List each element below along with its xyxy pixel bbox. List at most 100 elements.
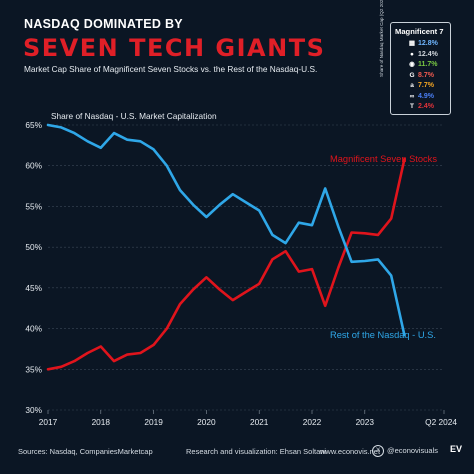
x-handle[interactable]: X @econovisuals bbox=[372, 445, 438, 457]
data-point bbox=[284, 250, 287, 253]
data-point bbox=[284, 242, 287, 244]
econovis-logo: EV bbox=[450, 444, 463, 454]
data-point bbox=[403, 158, 406, 161]
y-tick-label: 65% bbox=[25, 120, 42, 130]
data-point bbox=[377, 234, 379, 236]
legend-value: 12.8% bbox=[418, 40, 438, 47]
data-point bbox=[179, 189, 181, 192]
data-point bbox=[363, 260, 366, 262]
data-point bbox=[47, 368, 49, 371]
data-point bbox=[205, 276, 208, 279]
data-point bbox=[126, 138, 129, 141]
data-point bbox=[403, 334, 406, 336]
data-point bbox=[311, 224, 313, 227]
chart-title: SEVEN TECH GIANTS bbox=[23, 34, 326, 62]
x-tick-label: 2017 bbox=[39, 417, 58, 427]
y-tick-label: 30% bbox=[25, 405, 42, 415]
data-point bbox=[231, 299, 234, 301]
x-tick-label: 2020 bbox=[197, 417, 216, 427]
data-point bbox=[126, 353, 129, 356]
data-point bbox=[99, 345, 102, 348]
x-tick-label: Q2 2024 bbox=[425, 417, 457, 427]
nvidia-icon: ◉ bbox=[409, 61, 415, 68]
legend-row-google: G 8.7% bbox=[408, 71, 450, 80]
sources-note: Sources: Nasdaq, CompaniesMarketcap bbox=[18, 447, 153, 456]
x-logo-icon: X bbox=[372, 445, 384, 457]
data-point bbox=[139, 140, 142, 143]
data-point bbox=[86, 140, 89, 143]
data-point bbox=[152, 343, 155, 346]
data-point bbox=[350, 231, 353, 234]
data-point bbox=[231, 193, 234, 196]
legend-value: 8.7% bbox=[418, 71, 434, 79]
data-point bbox=[324, 187, 327, 190]
data-point bbox=[139, 352, 142, 354]
data-point bbox=[258, 282, 261, 285]
series-line-magnificent-seven bbox=[46, 157, 406, 371]
data-point bbox=[179, 303, 181, 306]
data-point bbox=[47, 124, 49, 126]
chart-subtitle: Market Cap Share of Magnificent Seven St… bbox=[24, 64, 318, 74]
data-point bbox=[377, 258, 379, 261]
x-tick-label: 2019 bbox=[144, 417, 163, 427]
microsoft-icon: ▦ bbox=[408, 40, 416, 47]
x-tick-label: 2023 bbox=[356, 417, 375, 427]
legend-row-microsoft: ▦ 12.8% bbox=[408, 39, 450, 48]
data-point bbox=[337, 266, 340, 269]
data-point bbox=[245, 291, 247, 293]
legend-row-meta: ∞ 4.9% bbox=[408, 92, 450, 101]
legend-value: 2.4% bbox=[418, 103, 434, 110]
annotation-magnificent-seven: Magnificent Seven Stocks bbox=[330, 154, 437, 164]
legend-box-title: Magnificent 7 bbox=[395, 27, 444, 36]
legend-value: 11.7% bbox=[418, 61, 438, 68]
data-point bbox=[363, 232, 366, 235]
website-link[interactable]: www.econovis.net bbox=[320, 447, 381, 456]
y-tick-label: 45% bbox=[25, 283, 42, 293]
data-point bbox=[152, 148, 155, 151]
magnificent-7-legend-box: Magnificent 7 Share of Nasdaq Market Cap… bbox=[379, 0, 451, 115]
data-point bbox=[99, 146, 102, 149]
data-point bbox=[311, 268, 313, 271]
data-point bbox=[192, 288, 195, 291]
data-point bbox=[60, 126, 63, 129]
data-point bbox=[86, 352, 89, 354]
data-point bbox=[245, 201, 247, 204]
amazon-icon: a bbox=[410, 82, 414, 89]
legend-row-apple: ● 12.4% bbox=[408, 50, 450, 59]
x-tick-label: 2021 bbox=[250, 417, 269, 427]
y-axis-label: Share of Nasdaq - U.S. Market Capitaliza… bbox=[51, 111, 217, 121]
x-tick-label: 2018 bbox=[92, 417, 111, 427]
data-point bbox=[73, 132, 76, 135]
data-point bbox=[390, 274, 393, 277]
y-tick-label: 35% bbox=[25, 364, 42, 374]
credit-note: Research and visualization: Ehsan Soltan… bbox=[186, 447, 327, 456]
google-icon: G bbox=[409, 71, 415, 79]
data-point bbox=[205, 216, 208, 218]
legend-value: 7.7% bbox=[418, 82, 434, 89]
y-tick-label: 60% bbox=[25, 161, 42, 171]
data-point bbox=[60, 365, 63, 368]
y-tick-label: 50% bbox=[25, 242, 42, 252]
data-point bbox=[297, 270, 300, 273]
data-point bbox=[192, 203, 195, 206]
data-point bbox=[113, 360, 115, 363]
legend-value: 12.4% bbox=[418, 50, 438, 58]
data-point bbox=[271, 258, 274, 261]
legend-value: 4.9% bbox=[418, 92, 434, 100]
data-point bbox=[218, 203, 221, 206]
data-point bbox=[297, 221, 300, 224]
tesla-icon: T bbox=[410, 103, 414, 110]
data-point bbox=[350, 260, 353, 263]
y-tick-label: 40% bbox=[25, 324, 42, 334]
apple-icon: ● bbox=[410, 50, 414, 58]
annotation-rest-of-nasdaq: Rest of the Nasdaq - U.S. bbox=[330, 330, 436, 340]
data-point bbox=[337, 225, 340, 228]
data-point bbox=[271, 234, 274, 236]
data-point bbox=[165, 327, 168, 330]
data-point bbox=[390, 217, 393, 220]
series-line-rest-of-nasdaq bbox=[46, 123, 406, 337]
data-point bbox=[165, 164, 168, 167]
data-point bbox=[258, 209, 261, 212]
data-point bbox=[113, 132, 115, 135]
